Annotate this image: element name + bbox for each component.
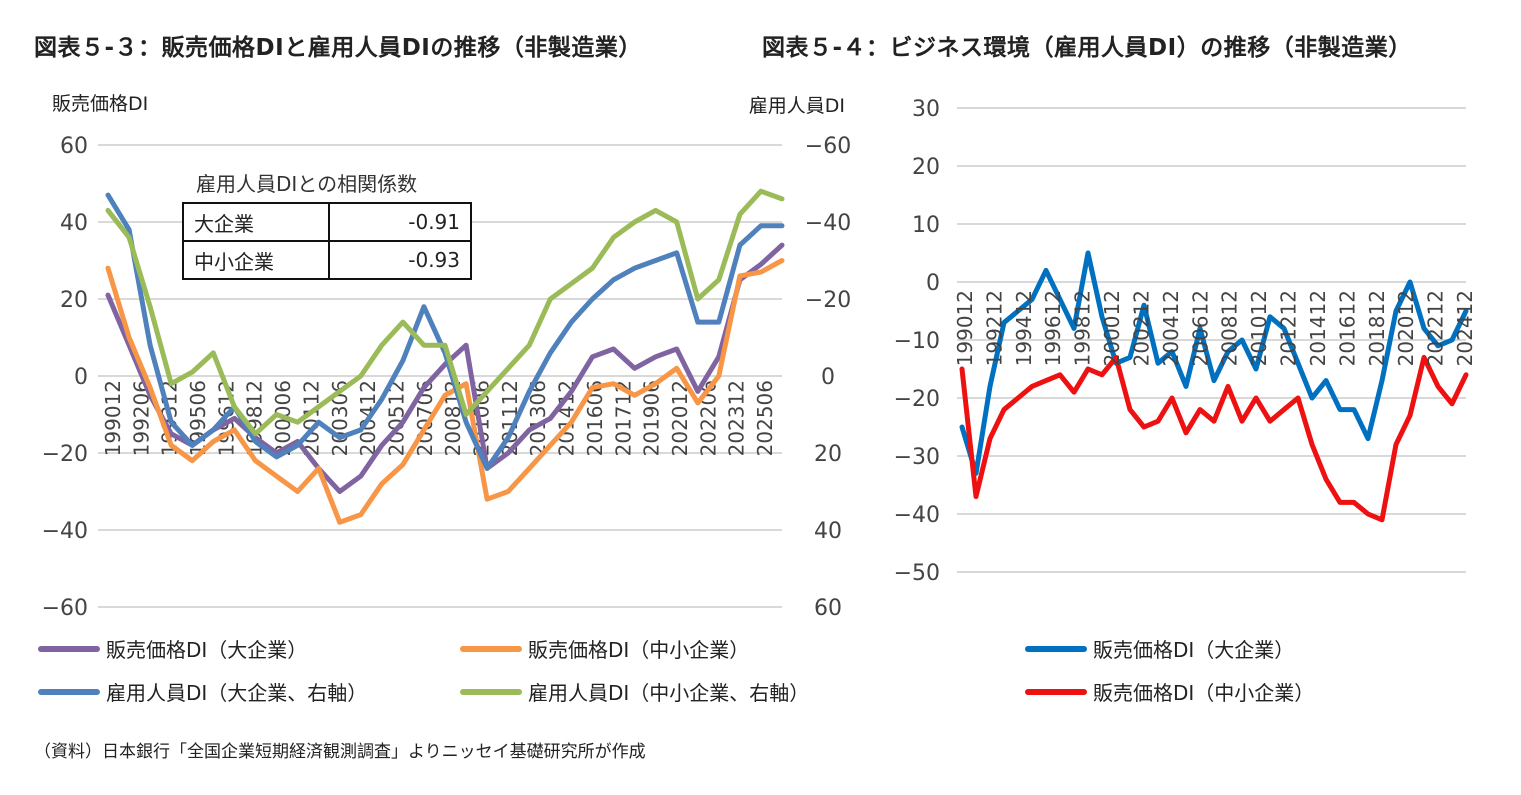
legend-swatch [38, 688, 100, 695]
legend-swatch [460, 645, 522, 652]
x-tick-label: 202012 [1394, 290, 1418, 366]
x-tick-label: 199612 [1041, 290, 1065, 366]
x-tick-label: 199212 [982, 290, 1006, 366]
y-tick-right: 0 [821, 365, 835, 390]
legend-left-item-0: 販売価格DI（大企業） [38, 634, 307, 663]
x-tick-label: 199012 [953, 290, 977, 366]
y-tick: −20 [894, 387, 940, 412]
y-tick: −30 [894, 445, 940, 470]
y-tick: 30 [912, 97, 940, 122]
series-line-0 [959, 250, 1469, 476]
right-chart: 30 20 10 0 −10 −20 −30 −40 −50 199012 199212 199412… [894, 97, 1477, 586]
y-tick-left: 40 [60, 211, 88, 236]
y-tick-left: 0 [74, 365, 88, 390]
x-tick-label: 202312 [725, 380, 749, 456]
series-line-0 [105, 242, 785, 494]
correlation-table-box: 大企業 -0.91 中小企業 -0.93 [182, 202, 472, 280]
legend-left-item-3: 雇用人員DI（中小企業、右軸） [460, 677, 809, 706]
x-tick-label: 202012 [668, 380, 692, 456]
legend-swatch [1025, 688, 1087, 695]
legend-label: 販売価格DI（大企業） [106, 638, 308, 662]
y-tick-right: 20 [814, 442, 842, 467]
x-tick-label: 201812 [1365, 290, 1389, 366]
y-tick: 20 [912, 155, 940, 180]
legend-swatch [1025, 645, 1087, 652]
y-tick-left: −40 [42, 519, 88, 544]
correlation-value-small: -0.93 [328, 240, 472, 280]
y-axis-title-right: 雇用人員DI [749, 95, 845, 117]
chart-title-right: 図表５-４：ビジネス環境（雇用人員DI）の推移（非製造業） [762, 35, 1412, 61]
x-tick-label: 200412 [1159, 290, 1183, 366]
x-tick-label: 201412 [1306, 290, 1330, 366]
x-tick-label: 200612 [1188, 290, 1212, 366]
legend-right-item-0: 販売価格DI（大企業） [1025, 634, 1294, 663]
y-tick-right: −60 [805, 134, 851, 159]
x-tick-label: 200212 [1129, 290, 1153, 366]
x-tick-label: 201612 [1335, 290, 1359, 366]
legend-left-item-2: 雇用人員DI（大企業、右軸） [38, 677, 367, 706]
correlation-label-small: 中小企業 [182, 240, 330, 280]
y-tick: −10 [894, 329, 940, 354]
x-tick-label: 199012 [101, 380, 125, 456]
legend-label: 販売価格DI（中小企業） [1093, 681, 1315, 705]
legend-label: 販売価格DI（大企業） [1093, 638, 1295, 662]
legend-label: 雇用人員DI（大企業、右軸） [106, 681, 368, 705]
correlation-label-large: 大企業 [182, 202, 330, 242]
chart-title-left: 図表５-３：販売価格DIと雇用人員DIの推移（非製造業） [34, 35, 642, 61]
y-tick-right: −40 [805, 211, 851, 236]
correlation-row-large: 大企業 -0.91 [182, 202, 472, 242]
x-tick-label: 199412 [1012, 290, 1036, 366]
y-tick-right: 40 [814, 519, 842, 544]
y-tick: 0 [926, 271, 940, 296]
x-tick-label: 200012 [1100, 290, 1124, 366]
series-line-1 [959, 354, 1469, 523]
correlation-table: 大企業 -0.91 中小企業 -0.93 [182, 202, 472, 280]
y-axis-title-left: 販売価格DI [52, 93, 148, 115]
x-tick-label: 200812 [1218, 290, 1242, 366]
legend-left-item-1: 販売価格DI（中小企業） [460, 634, 749, 663]
x-tick-label: 201012 [1247, 290, 1271, 366]
legend-swatch [38, 645, 100, 652]
y-tick: 10 [912, 213, 940, 238]
y-tick-left: 20 [60, 288, 88, 313]
y-tick-right: −20 [805, 288, 851, 313]
y-tick-left: 60 [60, 134, 88, 159]
legend-label: 販売価格DI（中小企業） [528, 638, 750, 662]
legend-swatch [460, 688, 522, 695]
x-tick-label: 202212 [1424, 290, 1448, 366]
legend-right-item-1: 販売価格DI（中小企業） [1025, 677, 1314, 706]
source-note: （資料）日本銀行「全国企業短期経済観測調査」よりニッセイ基礎研究所が作成 [34, 742, 646, 762]
correlation-value-large: -0.91 [328, 202, 472, 242]
correlation-row-small: 中小企業 -0.93 [182, 240, 472, 280]
x-tick-label: 201212 [1277, 290, 1301, 366]
y-tick: −40 [894, 503, 940, 528]
y-tick: −50 [894, 561, 940, 586]
correlation-title: 雇用人員DIとの相関係数 [196, 172, 418, 196]
x-tick-label: 202506 [753, 380, 777, 456]
x-tick-label: 202412 [1453, 290, 1477, 366]
legend-label: 雇用人員DI（中小企業、右軸） [528, 681, 810, 705]
x-tick-label: 199812 [1071, 290, 1095, 366]
y-tick-right: 60 [814, 596, 842, 621]
y-tick-left: −60 [42, 596, 88, 621]
series-line-3 [105, 188, 785, 437]
y-tick-left: −20 [42, 442, 88, 467]
series-line-1 [105, 258, 785, 525]
left-chart: 60 −60 40 −40 20 −20 0 0 −20 20 −40 40 −60 60 販売価格DI 雇用… [42, 93, 852, 621]
